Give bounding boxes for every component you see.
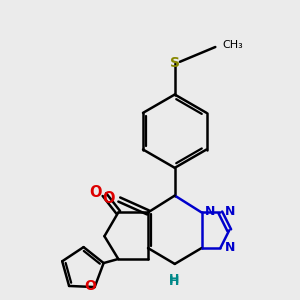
Text: O: O bbox=[103, 191, 115, 206]
Text: CH₃: CH₃ bbox=[223, 40, 243, 50]
Text: S: S bbox=[170, 56, 180, 70]
Text: O: O bbox=[89, 185, 101, 200]
Text: H: H bbox=[169, 275, 179, 288]
Text: N: N bbox=[205, 205, 215, 218]
Text: O: O bbox=[85, 279, 97, 293]
Text: H: H bbox=[169, 273, 179, 286]
Text: N: N bbox=[224, 241, 235, 254]
Text: N: N bbox=[224, 205, 235, 218]
